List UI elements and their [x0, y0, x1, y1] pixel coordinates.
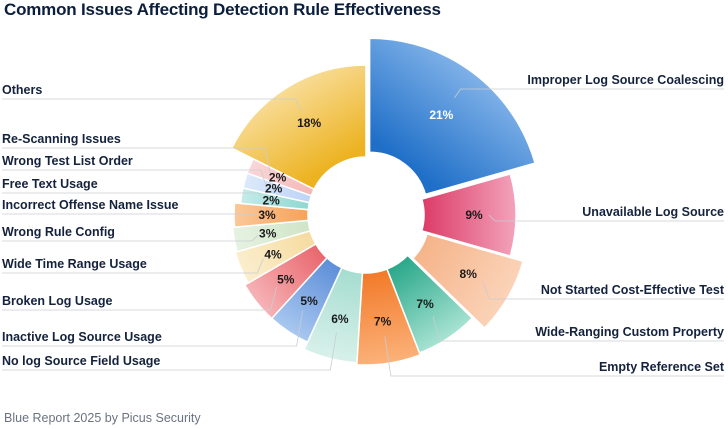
leader-line: [2, 169, 268, 187]
category-label: Incorrect Offense Name Issue: [2, 198, 179, 212]
slice-percent-label: 18%: [297, 116, 321, 130]
leader-line: [483, 282, 724, 300]
slice-percent-label: 3%: [259, 226, 277, 240]
slice-percent-label: 6%: [331, 312, 349, 326]
leader-line: [432, 316, 724, 342]
category-label: Empty Reference Set: [599, 360, 725, 374]
leader-line: [488, 214, 724, 222]
slice-percent-label: 2%: [265, 182, 283, 196]
slice-percent-label: 3%: [258, 208, 276, 222]
category-label: Wide-Ranging Custom Property: [535, 325, 724, 339]
category-label: Wide Time Range Usage: [2, 257, 147, 271]
slice-percent-label: 2%: [262, 193, 280, 207]
category-label: Wrong Rule Config: [2, 225, 115, 239]
category-label: Inactive Log Source Usage: [2, 330, 162, 344]
slice-percent-label: 9%: [465, 208, 483, 222]
leader-line: [2, 310, 303, 347]
leader-line: [2, 213, 258, 216]
category-label: Others: [2, 83, 42, 97]
category-label: Improper Log Source Coalescing: [527, 73, 724, 87]
slice-percent-label: 8%: [460, 267, 478, 281]
slice-empty-reference-set: [355, 268, 422, 366]
slice-percent-label: 21%: [429, 108, 453, 122]
leader-line: [2, 147, 272, 175]
category-label: No log Source Field Usage: [2, 354, 160, 368]
slice-percent-label: 5%: [300, 294, 318, 308]
leader-line: [2, 192, 265, 200]
slice-percent-label: 7%: [416, 297, 434, 311]
slice-improper-log-source-coalescing: [368, 37, 536, 196]
slice-percent-label: 7%: [374, 315, 392, 329]
leader-line: [454, 88, 724, 98]
slice-percent-label: 4%: [264, 247, 282, 261]
leader-line: [2, 332, 337, 371]
slice-not-started-cost-effective-test: [411, 232, 525, 330]
leader-line: [2, 98, 302, 111]
category-label: Unavailable Log Source: [582, 205, 724, 219]
category-label: Broken Log Usage: [2, 294, 112, 308]
leader-line: [2, 234, 259, 242]
category-label: Free Text Usage: [2, 177, 98, 191]
slice-others: [230, 64, 367, 191]
slice-percent-label: 5%: [277, 273, 295, 287]
category-label: Re-Scanning Issues: [2, 132, 121, 146]
slice-no-log-source-field-usage: [303, 266, 364, 364]
chart-footer: Blue Report 2025 by Picus Security: [4, 411, 201, 425]
leader-line: [2, 258, 264, 274]
category-label: Not Started Cost-Effective Test: [541, 283, 725, 297]
category-label: Wrong Test List Order: [2, 154, 133, 168]
chart-title: Common Issues Affecting Detection Rule E…: [4, 0, 441, 19]
slice-percent-label: 2%: [269, 171, 287, 185]
leader-line: [2, 286, 277, 311]
leader-line: [384, 336, 724, 377]
slice-unavailable-log-source: [420, 173, 517, 257]
